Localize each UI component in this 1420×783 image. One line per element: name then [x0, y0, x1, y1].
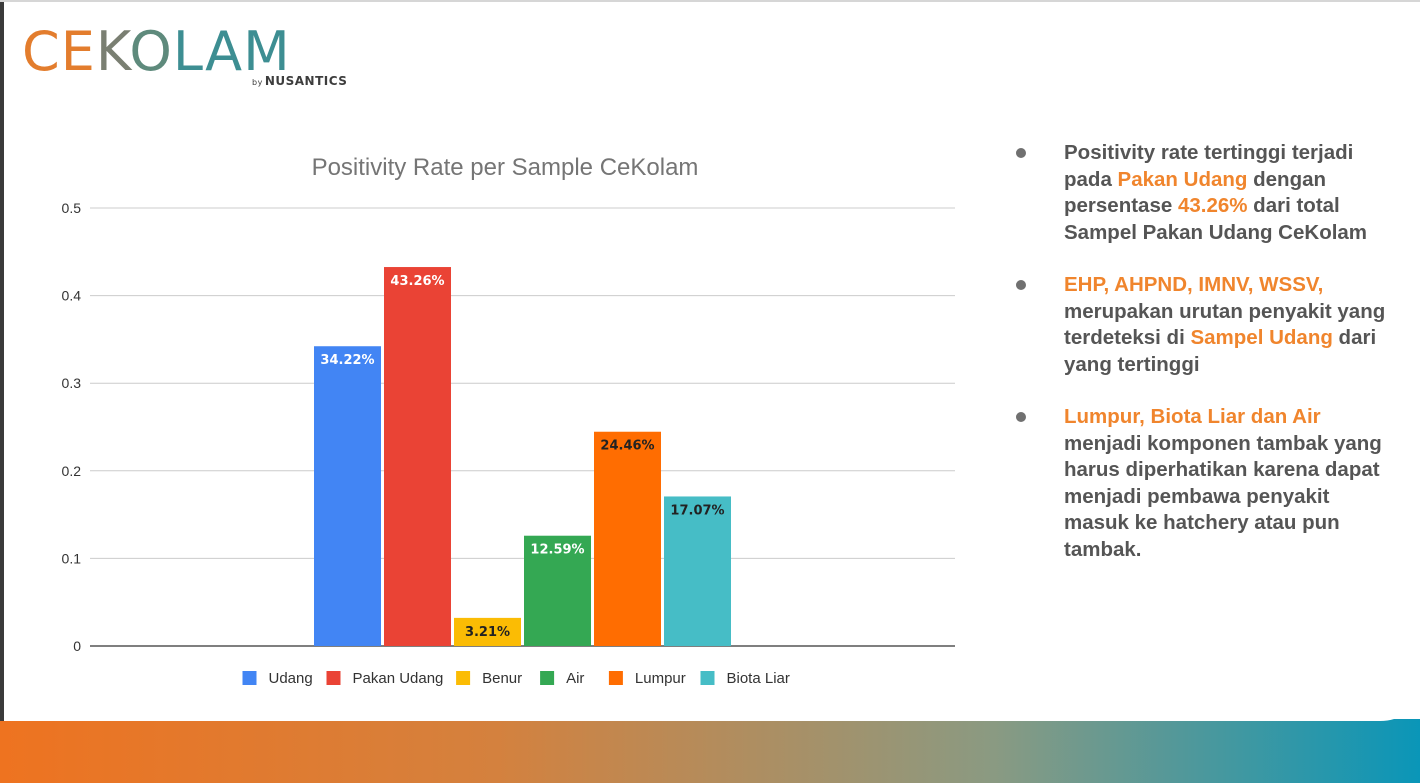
legend-swatch [326, 671, 341, 685]
legend-label: Biota Liar [727, 670, 790, 687]
bar-data-label: 3.21% [465, 625, 510, 640]
positivity-chart: Positivity Rate per Sample CeKolam 0 0.1 0… [40, 140, 970, 710]
logo-by-label: by [252, 78, 263, 87]
frame-edge [0, 0, 4, 783]
logo-letter-a: A [205, 20, 244, 83]
legend-label: Pakan Udang [353, 670, 444, 687]
logo-company: NUSANTICS [264, 74, 348, 88]
grid-layer: 0 0.1 0.2 0.3 0.4 0.5 [62, 200, 955, 654]
bar-layer [314, 267, 731, 646]
bar-pakan-udang [384, 267, 451, 646]
insight-list: Positivity rate tertinggi terjadi pada P… [1010, 140, 1400, 589]
logo-byline: by NUSANTICS [252, 74, 347, 88]
insight-highlight: Sampel Udang [1190, 326, 1333, 349]
logo-letter-o: O [129, 20, 173, 83]
insight-highlight: EHP, AHPND, IMNV, WSSV, [1064, 273, 1324, 296]
bar-benur [454, 617, 521, 646]
bar-udang [314, 346, 381, 646]
y-tick-label: 0.3 [62, 375, 82, 391]
bar-data-label: 12.59% [530, 543, 584, 558]
insight-highlight: 43.26% [1177, 194, 1248, 217]
legend-label: Lumpur [635, 670, 686, 687]
y-tick-label: 0.1 [62, 550, 82, 566]
logo-letter-m: M [243, 20, 291, 83]
logo-wordmark: CEKOLAM [22, 22, 291, 82]
legend-swatch [540, 671, 555, 685]
insight-segment: dengan persentase [1064, 167, 1327, 218]
bullet-dot-icon [1016, 148, 1026, 158]
bullet-dot-icon [1016, 412, 1026, 422]
chart-title: Positivity Rate per Sample CeKolam [312, 154, 699, 181]
frame-edge-top [0, 0, 1420, 2]
cekolam-logo: CEKOLAM by NUSANTICS [22, 14, 352, 94]
bar-data-label: 34.22% [320, 353, 374, 368]
insight-segment: Positivity rate tertinggi terjadi pada [1064, 141, 1354, 191]
y-tick-label: 0.4 [62, 288, 82, 304]
bar-data-label: 43.26% [390, 274, 444, 289]
insight-text: Lumpur, Biota Liar dan Air menjadi kompo… [1064, 404, 1400, 563]
bar-data-label: 17.07% [670, 503, 724, 518]
logo-letter-k: K [95, 20, 130, 83]
insight-text: Positivity rate tertinggi terjadi pada P… [1064, 140, 1400, 246]
logo-letter-l: L [172, 20, 206, 83]
insight-item: Lumpur, Biota Liar dan Air menjadi kompo… [1010, 404, 1400, 563]
insight-item: Positivity rate tertinggi terjadi pada P… [1010, 140, 1400, 246]
insight-item: EHP, AHPND, IMNV, WSSV, merupakan urutan… [1010, 272, 1400, 378]
bar-biota-liar [664, 496, 731, 646]
y-tick-label: 0.5 [62, 200, 82, 216]
legend-label: Udang [269, 670, 313, 687]
legend-label: Benur [482, 670, 522, 687]
legend-swatch [242, 671, 257, 685]
legend-label: Air [566, 670, 584, 687]
logo-letter-e: E [60, 20, 96, 83]
chart-legend: Udang Pakan Udang Benur Air Lumpur Biota Liar [242, 670, 790, 687]
legend-swatch [700, 671, 715, 685]
bar-lumpur [594, 431, 661, 646]
insight-segment: menjadi komponen tambak yang harus diper… [1064, 431, 1382, 561]
chart-svg: Positivity Rate per Sample CeKolam 00.10… [62, 154, 955, 687]
y-tick-label: 0.2 [62, 463, 82, 479]
insight-highlight: Pakan Udang [1117, 167, 1248, 191]
insight-segment: merupakan urutan penyakit yang terdeteks… [1064, 299, 1386, 350]
insight-segment: dari yang tertinggi [1064, 326, 1377, 376]
insight-segment: dari total Sampel Pakan Udang CeKolam [1064, 194, 1368, 244]
insight-highlight: Lumpur, Biota Liar dan Air [1064, 405, 1321, 428]
footer-band [0, 719, 1420, 783]
bar-data-label: 24.46% [600, 439, 654, 454]
bar-air [524, 535, 591, 646]
footer-wave [0, 719, 1420, 783]
legend-swatch [608, 671, 623, 685]
y-tick-label: 0 [73, 638, 81, 654]
insight-text: EHP, AHPND, IMNV, WSSV, merupakan urutan… [1064, 272, 1400, 378]
legend-swatch [456, 671, 471, 685]
label-layer: 34.22% 43.26% 3.21% 12.59% 24.46% 17.07% [320, 274, 724, 640]
bullet-dot-icon [1016, 280, 1026, 290]
logo-letter-c: C [22, 20, 61, 83]
